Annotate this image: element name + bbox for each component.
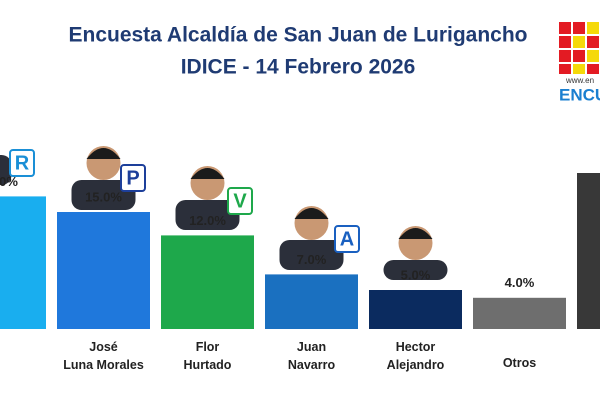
value-label: 4.0% (505, 275, 535, 290)
chart-title: Encuesta Alcaldía de San Juan de Lurigan… (68, 24, 527, 47)
photo-body (279, 240, 344, 270)
photo-hair (294, 208, 329, 219)
category-label: Flor Hurtado (184, 340, 232, 372)
party-logo: A (340, 228, 354, 250)
value-label: 15.0% (85, 189, 122, 204)
photo-body (383, 260, 448, 280)
party-logo-box (120, 164, 146, 192)
party-logo: R (15, 152, 30, 174)
category-label: Otros (503, 356, 536, 370)
photo-body (71, 180, 136, 210)
photo-hair (190, 168, 225, 179)
bar (161, 235, 254, 329)
brand-logo: www.en ENCU (559, 22, 600, 104)
value-label: 12.0% (189, 213, 226, 228)
party-logo-box (227, 187, 253, 215)
value-label: 5.0% (401, 267, 431, 282)
photo-hair (86, 148, 121, 159)
value-label: 7.0% (297, 252, 327, 267)
category-label: José Luna Morales (63, 340, 144, 372)
photo-hair (398, 228, 433, 239)
bar (577, 173, 600, 329)
photo-body (175, 200, 240, 230)
bar (57, 212, 150, 329)
bar (473, 297, 566, 329)
bar (0, 196, 46, 329)
party-logo-box (9, 149, 35, 177)
bar (265, 274, 358, 329)
bar (369, 290, 462, 329)
photo-body (0, 155, 12, 185)
category-label: Hector Alejandro (387, 340, 445, 372)
chart-subtitle: IDICE - 14 Febrero 2026 (181, 56, 416, 79)
brand-url: www.en (565, 76, 594, 85)
brand-name: ENCU (559, 85, 600, 104)
party-logo-box (334, 225, 360, 253)
party-logo: P (126, 167, 139, 189)
party-logo: V (233, 190, 247, 212)
category-label: Juan Navarro (288, 340, 336, 372)
value-label: 17.0% (0, 174, 18, 189)
